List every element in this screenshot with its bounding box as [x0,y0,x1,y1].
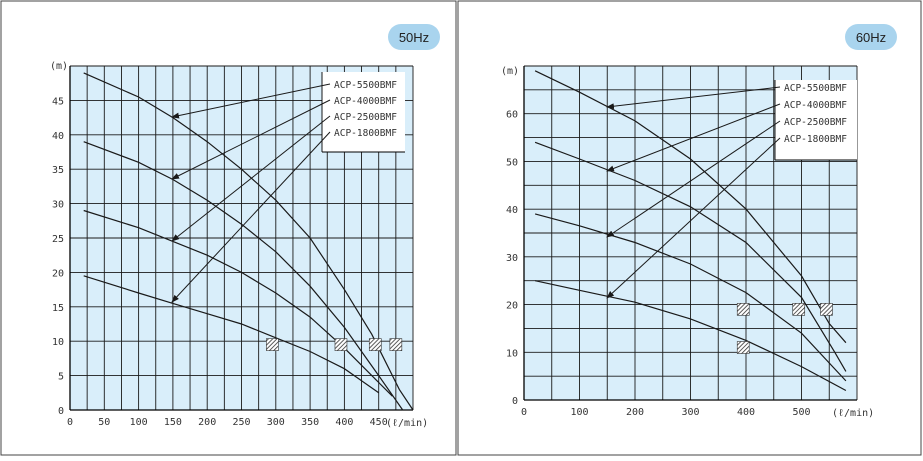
legend-arrow [606,86,781,110]
operating-point-marker [368,338,382,351]
x-tick-label: 450 [370,417,388,428]
operating-point-marker [736,341,750,354]
legend-label: ACP-1800BMF [334,128,397,139]
y-tick-label: 40 [506,205,518,216]
curve-acp-5500bmf [534,70,847,344]
y-tick-label: 20 [52,268,64,279]
badge-50hz-label: 50Hz [399,30,429,45]
curve-acp-2500bmf [534,213,847,382]
y-tick-label: 10 [52,337,64,348]
y-tick-label: 15 [52,303,64,314]
operating-point-marker [820,303,833,316]
x-tick-label: 200 [198,417,216,428]
operating-point-marker [334,338,348,351]
x-tick-label: 150 [164,417,182,428]
x-tick-label: 350 [301,417,319,428]
operating-point-marker [389,338,403,351]
badge-60hz: 60Hz [845,24,897,50]
operating-point-marker [266,338,279,351]
legend-arrow [171,115,331,242]
y-tick-label: 30 [506,253,518,264]
curve-acp-2500bmf [83,209,393,397]
legend-arrow [171,99,331,180]
legend-label: ACP-4000BMF [784,100,847,111]
legend-box-60hz [775,80,857,160]
curve-acp-4000bmf [534,141,847,372]
curve-acp-1800bmf [534,280,847,392]
y-tick-label: 40 [52,131,64,142]
legend-label: ACP-2500BMF [784,117,847,128]
x-tick-label: 400 [335,417,353,428]
legend-label: ACP-1800BMF [784,134,847,145]
badge-60hz-label: 60Hz [856,30,886,45]
x-unit-50hz: (ℓ/min) [386,418,428,429]
y-unit-50hz: (m) [50,61,68,72]
x-tick-label: 400 [737,407,755,418]
y-tick-label: 35 [52,165,64,176]
legend-arrow [606,103,781,172]
legend-arrow [171,83,331,119]
y-tick-label: 20 [506,301,518,312]
legend-box-50hz [322,72,405,152]
badge-50hz: 50Hz [388,24,440,50]
x-tick-label: 0 [67,417,73,428]
legend-arrow [606,120,781,238]
x-tick-label: 500 [792,407,810,418]
legend-label: ACP-5500BMF [784,83,847,94]
curve-acp-4000bmf [83,141,404,411]
y-unit-60hz: (m) [501,66,519,77]
curve-acp-5500bmf [83,72,414,411]
x-tick-label: 100 [570,407,588,418]
x-tick-label: 200 [626,407,644,418]
y-tick-label: 0 [58,406,64,417]
operating-point-marker [736,303,750,316]
chart-60hz: 0 100 200 300 400 500 0 10 20 30 40 50 60 ACP-5500BMF… [506,65,858,418]
x-tick-label: 300 [681,407,699,418]
legend-arrow [606,137,781,299]
operating-point-marker [792,303,806,316]
y-tick-label: 45 [52,96,64,107]
chart-50hz: 0 50 100 150 200 250 300 350 400 450 0 5 10 15 20 25 30 3… [52,65,414,428]
curve-acp-1800bmf [83,275,380,394]
legend-arrow [171,131,331,303]
x-tick-label: 100 [130,417,148,428]
y-tick-label: 5 [58,372,64,383]
y-tick-label: 50 [506,157,518,168]
x-tick-label: 250 [232,417,250,428]
x-unit-60hz: (ℓ/min) [832,408,874,419]
x-tick-label: 300 [267,417,285,428]
y-tick-label: 30 [52,200,64,211]
y-tick-label: 0 [512,396,518,407]
y-tick-label: 25 [52,234,64,245]
x-tick-label: 0 [521,407,527,418]
x-tick-label: 50 [98,417,110,428]
legend-label: ACP-2500BMF [334,112,397,123]
legend-label: ACP-5500BMF [334,80,397,91]
y-tick-label: 10 [506,348,518,359]
legend-label: ACP-4000BMF [334,96,397,107]
y-tick-label: 60 [506,110,518,121]
